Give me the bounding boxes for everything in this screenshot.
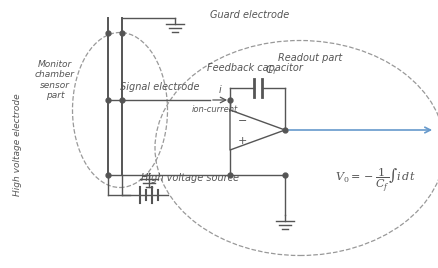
Text: $-$: $-$ [237, 114, 247, 124]
Text: Readout part: Readout part [278, 53, 342, 63]
Text: $+$: $+$ [237, 135, 247, 146]
Text: High voltage electrode: High voltage electrode [14, 94, 22, 196]
Text: $C_f$: $C_f$ [265, 63, 278, 77]
Text: Guard electrode: Guard electrode [210, 10, 289, 20]
Text: High voltage source: High voltage source [141, 173, 239, 183]
Text: Feedback capacitor: Feedback capacitor [207, 63, 303, 73]
Text: Signal electrode: Signal electrode [120, 82, 200, 92]
Text: Monitor
chamber
sensor
part: Monitor chamber sensor part [35, 60, 75, 100]
Text: ion-current: ion-current [192, 105, 238, 114]
Text: $V_0 = -\dfrac{1}{C_f}\int i\,dt$: $V_0 = -\dfrac{1}{C_f}\int i\,dt$ [335, 166, 415, 194]
Text: $i$: $i$ [218, 83, 223, 95]
